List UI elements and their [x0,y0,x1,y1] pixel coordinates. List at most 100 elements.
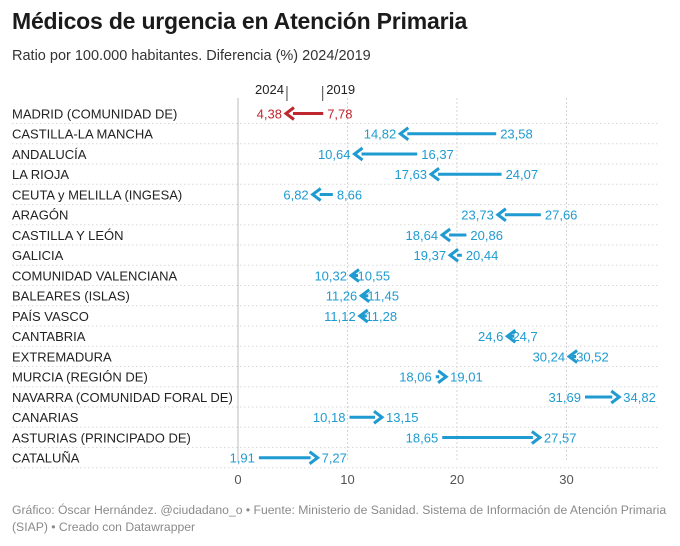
chart-row: ARAGÓN 27,66 23,73 [12,207,578,223]
value-label-2019: 1,91 [230,451,255,466]
chart-row: CEUTA y MELILLA (INGESA) 8,66 6,82 [12,187,362,202]
row-label: CANARIAS [12,410,79,425]
value-label-2024: 30,24 [533,349,566,364]
arrow-head [358,288,371,303]
value-label-2024: 34,82 [623,390,656,405]
row-label: ANDALUCÍA [12,147,87,162]
value-label-2019: 11,45 [367,289,399,304]
chart-row: CATALUÑA 1,91 7,27 [12,451,347,466]
chart-row: BALEARES (ISLAS) 11,45 11,26 [12,289,399,304]
value-label-2024: 6,82 [283,187,308,202]
chart-row: LA RIOJA 24,07 17,63 [12,167,538,182]
value-label-2024: 24,6 [478,329,503,344]
value-label-2019: 8,66 [337,187,362,202]
arrow-head [310,187,322,202]
row-label: BALEARES (ISLAS) [12,289,130,304]
arrow-head [504,329,517,344]
arrow-head [373,410,385,425]
value-label-2019: 16,37 [421,147,454,162]
arrow-head [610,389,622,405]
x-tick-label: 0 [234,472,241,487]
chart-row: CASTILLA Y LEÓN 20,86 18,64 [12,227,503,243]
chart-row: PAÍS VASCO 11,28 11,12 [12,309,397,324]
x-tick-label: 10 [340,472,354,487]
value-label-2019: 11,28 [366,309,398,324]
value-label-2019: 20,44 [466,248,499,263]
arrow-head [348,268,360,283]
row-label: CASTILLA-LA MANCHA [12,127,153,142]
chart-row: ANDALUCÍA 16,37 10,64 [12,146,454,162]
row-label: PAÍS VASCO [12,309,89,324]
value-label-2024: 27,57 [544,430,577,445]
value-label-2019: 23,58 [500,127,533,142]
value-label-2024: 19,37 [414,248,447,263]
value-label-2024: 11,26 [326,289,358,304]
row-label: ARAGÓN [12,208,68,223]
row-label: COMUNIDAD VALENCIANA [12,268,178,283]
value-label-2024: 10,32 [314,268,347,283]
value-label-2024: 13,15 [386,410,419,425]
chart-row: CASTILLA-LA MANCHA 23,58 14,82 [12,126,533,142]
chart-row: EXTREMADURA 30,52 30,24 [12,349,609,364]
value-label-2019: 18,06 [399,370,432,385]
row-label: CEUTA y MELILLA (INGESA) [12,187,182,202]
row-label: CANTABRIA [12,329,86,344]
row-label: MURCIA (REGIÓN DE) [12,370,148,385]
arrow-head [352,146,364,162]
arrow-chart: 2024 2019 MADRID (COMUNIDAD DE) 7,78 4,38 CA… [12,82,658,487]
arrow-head [495,207,507,222]
grid-layer [12,98,658,469]
chart-title: Médicos de urgencia en Atención Primaria [12,8,468,34]
arrow-head [447,248,460,263]
value-label-2019: 24,07 [506,167,539,182]
row-label: CASTILLA Y LEÓN [12,228,124,243]
rows-layer: MADRID (COMUNIDAD DE) 7,78 4,38 CASTILLA-LA… [12,106,656,466]
legend-label-2024: 2024 [255,82,284,97]
row-label: LA RIOJA [12,167,69,182]
value-label-2019: 7,78 [327,106,352,121]
arrow-head [428,167,440,182]
row-label: ASTURIAS (PRINCIPADO DE) [12,430,191,445]
x-tick-label: 30 [559,472,573,487]
row-label: EXTREMADURA [12,349,112,364]
chart-row: CANTABRIA 24,7 24,6 [12,329,538,344]
value-label-2019: 10,18 [313,410,346,425]
chart-subtitle: Ratio por 100.000 habitantes. Diferencia… [12,48,371,64]
row-label: MADRID (COMUNIDAD DE) [12,106,177,121]
value-label-2019: 27,66 [545,208,578,223]
x-axis-ticks: 0 10 20 30 [234,472,573,487]
value-label-2019: 10,55 [358,268,391,283]
value-label-2024: 23,73 [461,208,494,223]
value-label-2019: 31,69 [548,390,581,405]
value-label-2019: 24,7 [512,329,537,344]
arrow-head [530,430,543,445]
value-label-2019: 18,65 [406,430,439,445]
arrow-head [308,450,321,465]
value-label-2024: 17,63 [395,167,428,182]
value-label-2024: 7,27 [322,451,347,466]
chart-footer: Gráfico: Óscar Hernández. @ciudadano_o •… [12,503,667,534]
chart-row: MADRID (COMUNIDAD DE) 7,78 4,38 [12,106,353,121]
value-label-2024: 4,38 [257,106,282,121]
value-label-2024: 11,12 [324,309,356,324]
chart-row: NAVARRA (COMUNIDAD FORAL DE) 31,69 34,82 [12,390,656,405]
arrow-head [397,126,410,141]
chart-row: MURCIA (REGIÓN DE) 18,06 19,01 [12,370,483,385]
row-label: CATALUÑA [12,451,80,466]
row-label: NAVARRA (COMUNIDAD FORAL DE) [12,390,233,405]
legend-layer: 2024 2019 [255,82,355,101]
arrow-head [439,227,452,243]
arrow-head [566,349,579,364]
legend-label-2019: 2019 [326,82,355,97]
value-label-2024: 14,82 [364,127,397,142]
x-tick-label: 20 [450,472,464,487]
row-label: GALICIA [12,248,64,263]
chart-row: ASTURIAS (PRINCIPADO DE) 18,65 27,57 [12,430,576,445]
value-label-2019: 30,52 [576,349,609,364]
chart-row: COMUNIDAD VALENCIANA 10,55 10,32 [12,268,390,283]
value-label-2024: 19,01 [450,370,483,385]
value-label-2024: 10,64 [318,147,351,162]
value-label-2024: 18,64 [406,228,439,243]
chart-row: GALICIA 20,44 19,37 [12,248,498,263]
arrow-head [437,369,449,384]
